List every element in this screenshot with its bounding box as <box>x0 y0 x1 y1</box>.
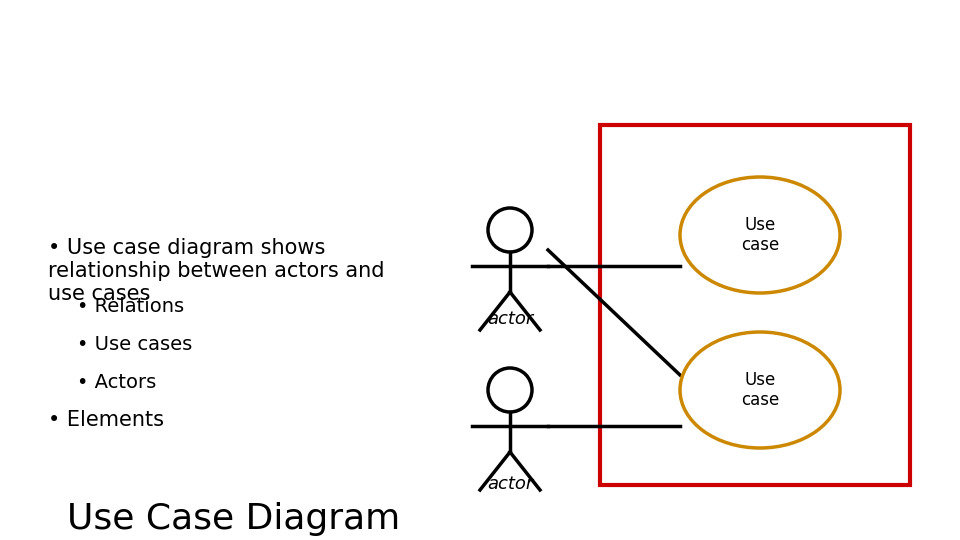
Ellipse shape <box>488 368 532 412</box>
Ellipse shape <box>680 332 840 448</box>
Text: • Use case diagram shows
relationship between actors and
use cases: • Use case diagram shows relationship be… <box>48 238 385 304</box>
Text: • Elements: • Elements <box>48 410 164 430</box>
Ellipse shape <box>680 177 840 293</box>
Text: Use
case: Use case <box>741 215 780 254</box>
Text: actor: actor <box>487 310 533 328</box>
Text: Use
case: Use case <box>741 370 780 409</box>
Text: • Relations: • Relations <box>77 297 184 316</box>
Text: • Actors: • Actors <box>77 373 156 392</box>
Text: Use Case Diagram: Use Case Diagram <box>67 502 400 536</box>
Text: • Use cases: • Use cases <box>77 335 192 354</box>
Bar <box>600 125 910 485</box>
Text: actor: actor <box>487 475 533 493</box>
Ellipse shape <box>488 208 532 252</box>
